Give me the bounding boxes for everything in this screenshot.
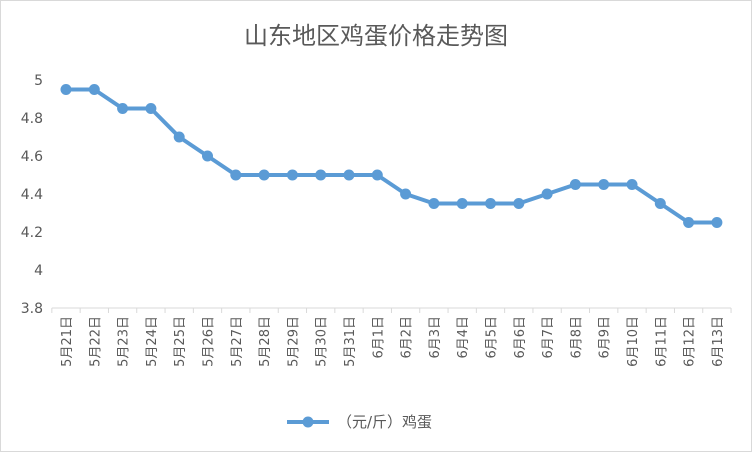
x-tick-label: 6月1日 bbox=[371, 316, 386, 359]
x-tick-label: 5月21日 bbox=[60, 316, 75, 367]
x-tick-label: 6月5日 bbox=[485, 316, 500, 359]
data-point bbox=[485, 198, 496, 209]
data-point bbox=[117, 103, 129, 114]
legend-dot-marker bbox=[302, 416, 314, 428]
data-point bbox=[371, 169, 383, 181]
x-tick-label: 5月29日 bbox=[286, 316, 301, 367]
x-tick-label: 6月3日 bbox=[428, 316, 443, 359]
data-point bbox=[654, 198, 666, 209]
data-point bbox=[315, 169, 327, 181]
x-tick-label: 5月24日 bbox=[145, 316, 160, 367]
x-tick-label: 6月10日 bbox=[626, 316, 641, 367]
x-tick-label: 6月13日 bbox=[711, 316, 726, 367]
x-tick-label: 5月30日 bbox=[315, 316, 330, 367]
data-point bbox=[683, 217, 695, 228]
x-tick-label: 5月22日 bbox=[88, 316, 103, 367]
legend: （元/斤）鸡蛋 bbox=[287, 413, 432, 431]
y-tick-label: 4.4 bbox=[21, 187, 43, 203]
chart-title: 山东地区鸡蛋价格走势图 bbox=[244, 22, 508, 50]
x-tick-label: 5月31日 bbox=[343, 316, 358, 367]
x-tick-label: 5月23日 bbox=[117, 316, 132, 367]
data-point bbox=[173, 131, 185, 143]
x-tick-label: 6月12日 bbox=[683, 316, 698, 367]
data-point bbox=[456, 198, 468, 209]
x-tick-label: 6月9日 bbox=[598, 316, 613, 359]
data-point bbox=[202, 150, 213, 162]
data-point bbox=[428, 198, 440, 209]
y-tick-label: 4 bbox=[34, 263, 43, 279]
data-point bbox=[88, 84, 100, 95]
data-point bbox=[60, 84, 72, 95]
data-point bbox=[286, 169, 298, 181]
x-tick-label: 6月6日 bbox=[513, 316, 528, 359]
x-tick-label: 6月11日 bbox=[654, 316, 669, 367]
x-tick-label: 6月2日 bbox=[400, 316, 415, 359]
data-point bbox=[343, 169, 355, 181]
y-tick-label: 3.8 bbox=[21, 301, 43, 317]
x-axis: 5月21日 5月22日 5月23日 5月24日 5月25日 5月26日 5月27日 5月28日… bbox=[51, 308, 732, 367]
data-point bbox=[598, 179, 610, 190]
data-point bbox=[711, 217, 723, 228]
x-tick-label: 5月28日 bbox=[258, 316, 273, 367]
y-tick-label: 4.8 bbox=[21, 111, 43, 127]
y-tick-label: 5 bbox=[34, 73, 43, 89]
data-point bbox=[569, 179, 581, 190]
data-point bbox=[513, 198, 525, 209]
series-points bbox=[60, 84, 723, 228]
x-tick-label: 6月7日 bbox=[541, 316, 556, 359]
x-tick-label: 5月26日 bbox=[202, 316, 217, 367]
y-axis: 3.8 4 4.2 4.4 4.6 4.8 5 bbox=[21, 73, 43, 317]
data-point bbox=[145, 103, 157, 114]
legend-label: （元/斤）鸡蛋 bbox=[337, 413, 432, 431]
x-tick-label: 5月27日 bbox=[230, 316, 245, 367]
data-point bbox=[541, 188, 553, 200]
series-line-eggs bbox=[64, 87, 719, 225]
y-tick-label: 4.6 bbox=[21, 149, 43, 165]
data-point bbox=[626, 179, 638, 190]
data-point bbox=[230, 169, 242, 181]
x-tick-label: 5月25日 bbox=[173, 316, 188, 367]
x-tick-label: 6月8日 bbox=[569, 316, 584, 359]
data-point bbox=[400, 188, 412, 200]
data-point bbox=[258, 169, 270, 181]
x-tick-label: 6月4日 bbox=[456, 316, 471, 359]
y-tick-label: 4.2 bbox=[21, 225, 43, 241]
